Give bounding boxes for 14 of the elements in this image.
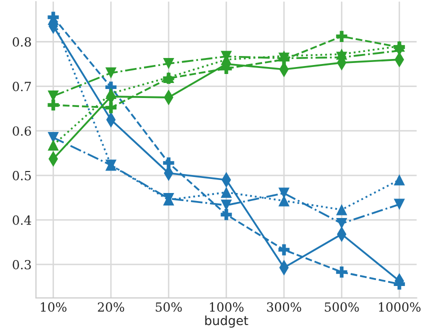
y-tick-label: 0.7 [12,82,31,92]
x-axis-title: budget [205,316,248,328]
y-tick-label: 0.8 [12,37,31,47]
x-tick-label: 300% [267,302,302,312]
x-tick-label: 100% [210,302,244,312]
y-tick-label: 0.4 [12,215,32,225]
y-tick-label: 0.6 [12,126,31,136]
x-tick-label: 50% [156,302,182,312]
x-tick-label: 1000% [379,302,421,312]
x-tick-label: 10% [40,302,66,312]
y-tick-label: 0.3 [12,260,31,270]
x-tick-label: 500% [324,302,359,312]
x-tick-label: 20% [98,302,124,312]
y-tick-label: 0.5 [12,170,31,180]
